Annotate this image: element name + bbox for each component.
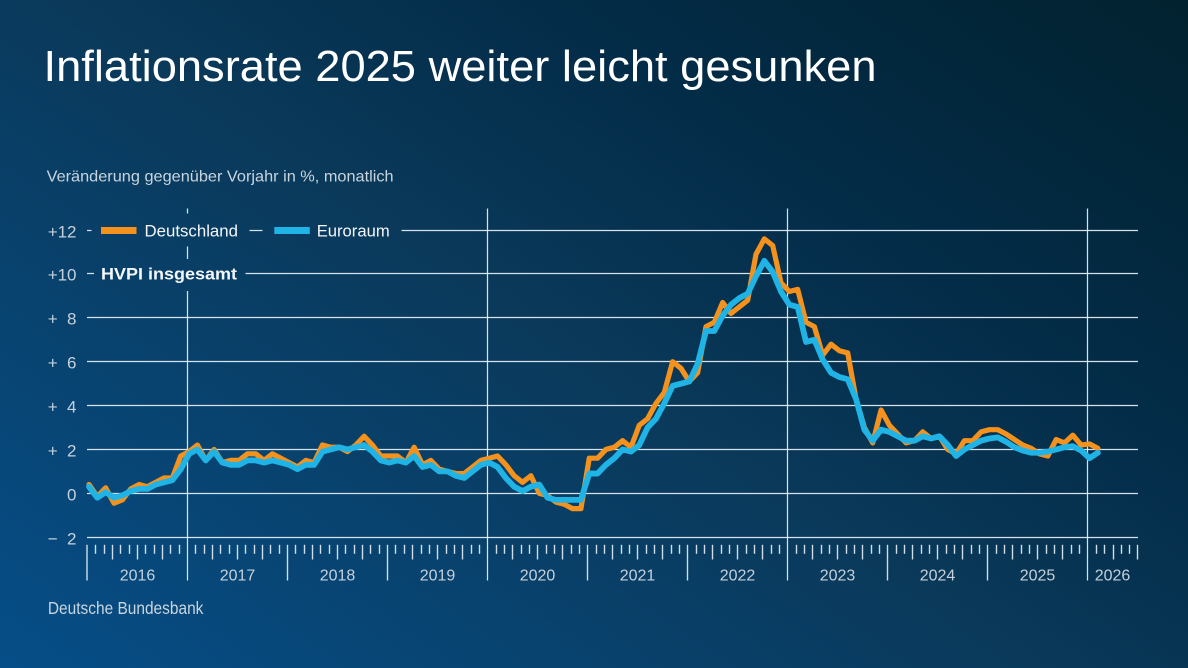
svg-text:10: 10 [58,265,77,284]
svg-text:HVPI insgesamt: HVPI insgesamt [101,264,237,283]
svg-text:Deutschland: Deutschland [145,221,239,240]
svg-text:+: + [48,441,58,460]
svg-text:Veränderung gegenüber Vorjahr: Veränderung gegenüber Vorjahr in %, mona… [47,168,394,185]
svg-text:2022: 2022 [720,567,756,584]
svg-text:0: 0 [67,485,76,504]
svg-text:8: 8 [67,309,76,328]
svg-text:+: + [48,353,58,372]
svg-text:2: 2 [67,441,76,460]
svg-text:4: 4 [67,397,76,416]
svg-text:+: + [48,222,58,241]
svg-text:6: 6 [67,353,76,372]
svg-text:2021: 2021 [620,567,656,584]
svg-text:2023: 2023 [820,567,856,584]
svg-text:2019: 2019 [420,567,456,584]
svg-text:2025: 2025 [1020,567,1056,584]
svg-text:Inflationsrate 2025 weiter lei: Inflationsrate 2025 weiter leicht gesunk… [44,42,877,91]
svg-text:−: − [48,529,58,548]
svg-text:+: + [48,265,58,284]
svg-text:+: + [48,309,58,328]
svg-text:2020: 2020 [520,567,556,584]
svg-text:2024: 2024 [920,567,956,584]
svg-text:Deutsche Bundesbank: Deutsche Bundesbank [48,598,204,618]
svg-text:2018: 2018 [320,567,356,584]
svg-text:+: + [48,397,58,416]
svg-text:2: 2 [67,529,76,548]
svg-text:Euroraum: Euroraum [317,221,390,240]
svg-text:2016: 2016 [120,567,156,584]
svg-text:2017: 2017 [220,567,256,584]
svg-text:12: 12 [58,222,77,241]
svg-text:2026: 2026 [1095,567,1131,584]
